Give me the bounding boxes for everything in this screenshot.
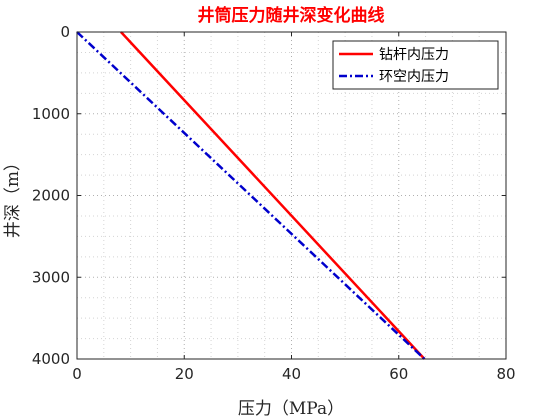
x-axis-label: 压力（MPa） xyxy=(238,399,344,419)
legend-label-annulus: 环空内压力 xyxy=(379,69,449,85)
chart-title: 井筒压力随井深变化曲线 xyxy=(198,5,385,26)
y-tick-label: 2000 xyxy=(32,187,70,205)
y-tick-label: 1000 xyxy=(32,105,70,123)
y-axis-label: 井深（m） xyxy=(3,154,23,238)
x-tick-label: 40 xyxy=(282,365,301,383)
x-tick-label: 80 xyxy=(496,365,515,383)
series-lines xyxy=(76,31,426,360)
legend-box xyxy=(332,40,499,90)
grid xyxy=(77,32,506,359)
axis-ticks: 0 20 40 60 80 0 1000 2000 3000 4000 xyxy=(32,23,516,383)
y-tick-label: 0 xyxy=(60,23,70,41)
series-line-drill-pipe xyxy=(120,31,426,360)
x-tick-label: 0 xyxy=(72,365,82,383)
legend: 钻杆内压力 环空内压力 xyxy=(332,40,499,90)
y-tick-label: 3000 xyxy=(32,268,70,286)
x-tick-label: 60 xyxy=(389,365,408,383)
x-tick-label: 20 xyxy=(175,365,194,383)
y-tick-label: 4000 xyxy=(32,350,70,368)
legend-label-drill-pipe: 钻杆内压力 xyxy=(379,47,449,63)
